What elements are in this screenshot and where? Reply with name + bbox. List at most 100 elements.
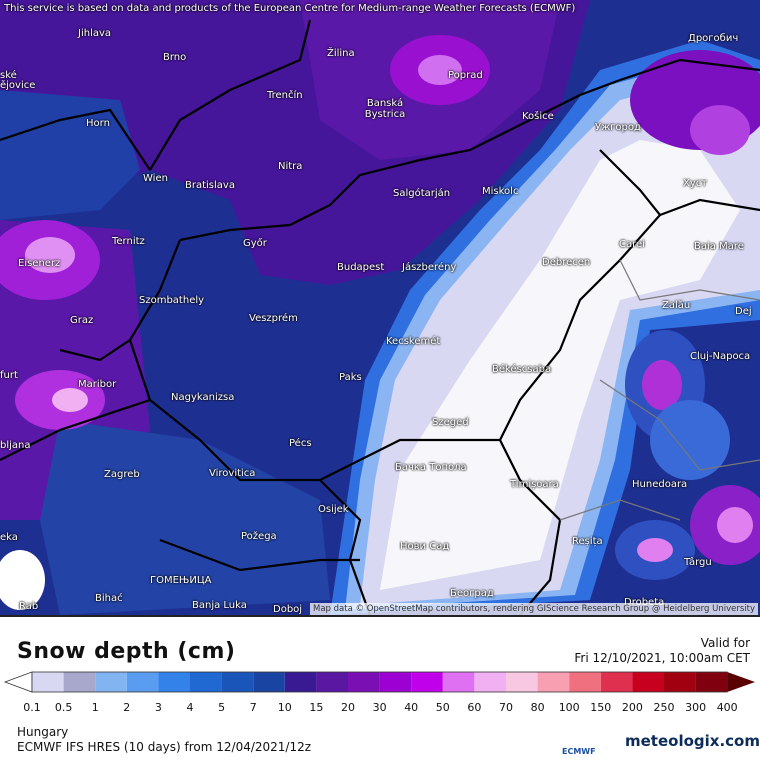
city-label: furt bbox=[0, 370, 18, 381]
colorbar-tick-label: 5 bbox=[218, 701, 225, 714]
city-label: Hunedoara bbox=[632, 479, 688, 490]
color-box bbox=[126, 672, 159, 692]
city-label: Бачка Топола bbox=[395, 462, 467, 473]
city-label: Београд bbox=[450, 588, 494, 599]
city-label: Dej bbox=[735, 306, 752, 317]
city-label: Bratislava bbox=[185, 180, 235, 191]
city-label: Zagreb bbox=[104, 469, 140, 480]
city-label: Eisenerz bbox=[18, 258, 61, 269]
colorbar-tick-label: 10 bbox=[278, 701, 292, 714]
city-label: Trenčín bbox=[267, 90, 303, 101]
color-box bbox=[95, 672, 127, 692]
city-label: Graz bbox=[70, 315, 94, 326]
city-label: Jászberény bbox=[402, 262, 457, 273]
brand-logo[interactable]: meteologix.com bbox=[625, 732, 760, 750]
color-box bbox=[379, 672, 412, 692]
city-label: Paks bbox=[339, 372, 362, 383]
color-box bbox=[664, 672, 696, 692]
color-box bbox=[284, 672, 317, 692]
city-label: Jihlava bbox=[78, 28, 112, 39]
color-box bbox=[190, 672, 222, 692]
color-box bbox=[411, 672, 443, 692]
city-label: bljana bbox=[0, 440, 31, 451]
color-box bbox=[695, 672, 728, 692]
city-label: Nagykanizsa bbox=[171, 392, 235, 403]
colorbar-tick-label: 250 bbox=[654, 701, 675, 714]
city-label: Reșița bbox=[572, 536, 603, 547]
colorbar-tick-label: 70 bbox=[499, 701, 513, 714]
colorbar-tick-label: 3 bbox=[155, 701, 162, 714]
city-label: ské bbox=[0, 70, 17, 81]
map-background bbox=[0, 0, 760, 615]
colorbar-tick-label: 4 bbox=[187, 701, 194, 714]
colorbar-tick-label: 300 bbox=[685, 701, 706, 714]
map: This service is based on data and produc… bbox=[0, 0, 760, 615]
colorbar: 0.1 0.5 1 2 3 4 5 7 10 15 20 30 40 50 60 70 80 100 150 200 2… bbox=[3, 671, 755, 714]
city-label: Дрогобич bbox=[688, 33, 739, 44]
colorbar-frame bbox=[31, 671, 728, 693]
color-box bbox=[221, 672, 254, 692]
color-box bbox=[537, 672, 570, 692]
city-label: Brno bbox=[163, 52, 187, 63]
legend: Snow depth (cm) Valid for Fri 12/10/2021… bbox=[0, 615, 760, 760]
city-label: eka bbox=[0, 532, 18, 543]
color-box bbox=[63, 672, 96, 692]
color-box bbox=[158, 672, 190, 692]
color-box bbox=[600, 672, 633, 692]
city-label: Debrecen bbox=[542, 257, 591, 268]
colorbar-tick-label: 100 bbox=[559, 701, 580, 714]
city-label: ějovice bbox=[0, 80, 36, 91]
city-label: Rab bbox=[19, 601, 39, 612]
color-box bbox=[316, 672, 348, 692]
city-label: Győr bbox=[243, 238, 267, 249]
city-label: Doboj bbox=[273, 604, 303, 615]
legend-title: Snow depth (cm) bbox=[17, 639, 236, 664]
city-label: Kecskemét bbox=[386, 336, 441, 347]
color-box bbox=[632, 672, 664, 692]
city-label: Osijek bbox=[318, 504, 349, 515]
map-attribution: Map data © OpenStreetMap contributors, r… bbox=[310, 603, 758, 615]
colorbar-tick-label: 60 bbox=[467, 701, 481, 714]
color-box bbox=[253, 672, 285, 692]
colorbar-tick-label: 200 bbox=[622, 701, 643, 714]
colorbar-tick-label: 50 bbox=[436, 701, 450, 714]
city-label: Szeged bbox=[432, 417, 469, 428]
city-label: Banja Luka bbox=[192, 600, 247, 611]
colorbar-tick-label: 7 bbox=[250, 701, 257, 714]
city-label: Nitra bbox=[278, 161, 303, 172]
city-label: Horn bbox=[86, 118, 110, 129]
city-label: Zalău bbox=[662, 300, 691, 311]
colorbar-tick-label: 30 bbox=[373, 701, 387, 714]
colorbar-tick-label: 150 bbox=[590, 701, 611, 714]
city-label: Požega bbox=[241, 531, 277, 542]
city-label: Timișoara bbox=[510, 479, 559, 490]
city-label: Cluj-Napoca bbox=[690, 351, 751, 362]
city-label: Košice bbox=[522, 111, 554, 122]
city-label: Banská Bystrica bbox=[364, 98, 406, 120]
color-box bbox=[569, 672, 601, 692]
colorbar-under bbox=[3, 671, 33, 693]
city-label: Szombathely bbox=[139, 295, 205, 306]
colorbar-over bbox=[727, 672, 755, 692]
city-label: Хуст bbox=[683, 178, 708, 189]
service-notice: This service is based on data and produc… bbox=[4, 3, 576, 14]
colorbar-tick-label: 0.5 bbox=[55, 701, 73, 714]
city-label: Veszprém bbox=[249, 313, 298, 324]
color-box bbox=[348, 672, 380, 692]
city-label: Нови Сад bbox=[400, 541, 450, 552]
valid-time: Fri 12/10/2021, 10:00am CET bbox=[574, 651, 750, 665]
colorbar-tick-label: 40 bbox=[404, 701, 418, 714]
city-label: ГОМЕЊИЦА bbox=[150, 575, 212, 586]
city-label: Wien bbox=[143, 173, 168, 184]
city-label: Târgu bbox=[684, 557, 712, 568]
city-label: Drobeta bbox=[624, 597, 664, 608]
city-label: Salgótarján bbox=[393, 188, 451, 199]
colorbar-tick-label: 1 bbox=[92, 701, 99, 714]
city-label: Budapest bbox=[337, 262, 385, 273]
colorbar-tick-label: 20 bbox=[341, 701, 355, 714]
city-label: Ужгород bbox=[595, 122, 641, 133]
city-label: Žilina bbox=[327, 48, 355, 59]
colorbar-tick-label: 2 bbox=[123, 701, 130, 714]
ecmwf-logo: ECMWF bbox=[562, 747, 596, 756]
